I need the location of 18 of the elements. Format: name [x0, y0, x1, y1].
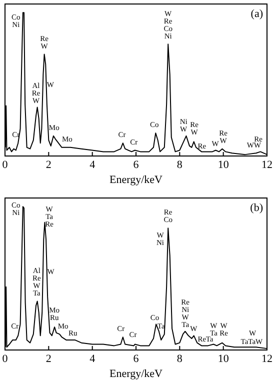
x-tick-label: 12	[262, 159, 272, 171]
x-tick-label: 2	[46, 159, 52, 171]
x-tick-label: 0	[2, 159, 8, 171]
x-tick-label: 6	[133, 353, 140, 365]
x-tick-label: 0	[2, 353, 8, 365]
x-tick-label: 4	[90, 159, 96, 171]
x-axis-title: Energy/keV	[110, 174, 163, 186]
x-tick-label: 8	[176, 159, 183, 171]
x-tick-label: 6	[133, 159, 140, 171]
x-tick-label: 4	[90, 353, 96, 365]
x-tick-label: 8	[176, 353, 183, 365]
annotation: (a)	[250, 8, 264, 20]
x-tick-label: 10	[218, 159, 230, 171]
x-axis-title: Energy/keV	[110, 368, 163, 380]
x-tick-label: 12	[262, 353, 272, 365]
annotation: (b)	[250, 202, 264, 214]
x-tick-label: 10	[218, 353, 230, 365]
x-tick-label: 2	[46, 353, 52, 365]
